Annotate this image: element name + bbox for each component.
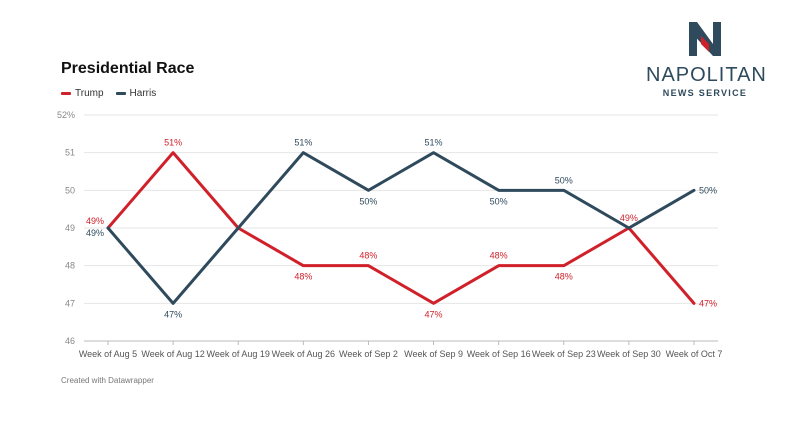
y-tick-label: 48 — [65, 261, 75, 271]
logo-subtitle: NEWS SERVICE — [662, 88, 748, 98]
x-tick-label: Week of Sep 23 — [532, 349, 596, 359]
data-label-harris: 50% — [699, 185, 717, 195]
legend-item-harris: Harris — [115, 88, 157, 99]
data-label-harris: 50% — [490, 196, 508, 206]
legend-item-trump: Trump — [61, 88, 104, 99]
x-tick-label: Week of Sep 9 — [404, 349, 463, 359]
x-tick-label: Week of Oct 7 — [666, 349, 723, 359]
data-label-harris: 50% — [359, 196, 377, 206]
napolitan-logo: NAPOLITAN NEWS SERVICE — [646, 22, 767, 102]
chart-title: Presidential Race — [61, 60, 195, 77]
footer-credit: Created with Datawrapper — [61, 376, 154, 385]
data-label-trump: 49% — [620, 213, 638, 223]
data-label-trump: 47% — [699, 298, 717, 308]
x-tick-label: Week of Sep 16 — [467, 349, 531, 359]
x-tick-label: Week of Sep 30 — [597, 349, 661, 359]
series-line-trump — [106, 151, 696, 305]
y-tick-label: 49 — [65, 223, 75, 233]
data-label-trump: 51% — [164, 138, 182, 148]
legend-swatch-harris — [115, 92, 126, 95]
data-label-trump: 48% — [359, 251, 377, 261]
data-label-trump: 48% — [555, 272, 573, 282]
y-tick-label: 51 — [65, 148, 75, 158]
data-label-trump: 47% — [425, 309, 443, 319]
series-line-harris — [106, 151, 696, 305]
logo-name: NAPOLITAN — [646, 64, 767, 86]
legend-swatch-trump — [61, 92, 71, 95]
x-tick-label: Week of Aug 12 — [141, 349, 204, 359]
data-label-trump: 48% — [294, 272, 312, 282]
data-label-trump: 49% — [86, 216, 104, 226]
x-tick-label: Week of Aug 26 — [272, 349, 335, 359]
data-label-trump: 48% — [490, 251, 508, 261]
data-label-harris: 49% — [86, 228, 104, 238]
y-tick-label: 50 — [65, 185, 75, 195]
x-tick-label: Week of Aug 5 — [79, 349, 137, 359]
x-tick-label: Week of Aug 19 — [207, 349, 270, 359]
legend: Trump Harris — [61, 88, 156, 99]
y-tick-label: 52% — [57, 110, 75, 120]
legend-label-trump: Trump — [75, 88, 104, 99]
data-label-harris: 50% — [555, 175, 573, 185]
data-label-harris: 51% — [425, 138, 443, 148]
y-tick-label: 47 — [65, 298, 75, 308]
napolitan-n-icon — [689, 22, 721, 56]
data-label-harris: 51% — [294, 138, 312, 148]
data-label-harris: 47% — [164, 309, 182, 319]
legend-label-harris: Harris — [129, 88, 157, 99]
y-tick-label: 46 — [65, 336, 75, 346]
x-tick-label: Week of Sep 2 — [339, 349, 398, 359]
